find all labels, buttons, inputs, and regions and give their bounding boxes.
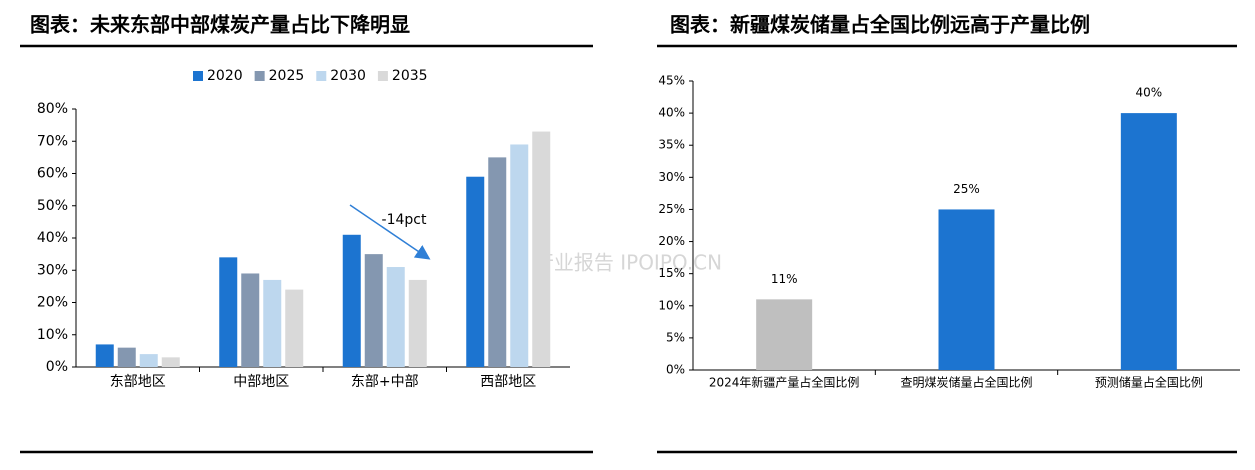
bar [386, 267, 405, 367]
legend-swatch [316, 71, 327, 81]
value-label: 11% [771, 272, 798, 286]
legend-label: 2035 [392, 68, 428, 84]
bar [263, 279, 282, 367]
bar [139, 354, 158, 367]
y-tick-label: 45% [658, 74, 685, 88]
y-tick-label: 20% [658, 234, 685, 248]
y-tick-label: 60% [37, 166, 68, 182]
y-tick-label: 20% [37, 295, 68, 311]
y-tick-label: 10% [658, 298, 685, 312]
bar [241, 273, 260, 367]
y-tick-label: 40% [37, 230, 68, 246]
bar [364, 254, 383, 367]
value-label: 25% [953, 182, 980, 196]
y-tick-label: 30% [37, 262, 68, 278]
bar [219, 257, 238, 367]
y-tick-label: 35% [658, 138, 685, 152]
y-tick-label: 0% [666, 363, 685, 377]
y-tick-label: 80% [37, 101, 68, 117]
bar [532, 131, 551, 367]
legend-label: 2020 [207, 68, 243, 84]
y-tick-label: 5% [666, 330, 685, 344]
y-tick-label: 15% [658, 266, 685, 280]
legend-label: 2025 [269, 68, 305, 84]
y-tick-label: 0% [46, 359, 68, 375]
y-tick-label: 10% [37, 327, 68, 343]
y-tick-label: 40% [658, 106, 685, 120]
annotation: -14pct [382, 212, 427, 228]
x-tick-label: 预测储量占全国比例 [1095, 375, 1203, 390]
x-tick-label: 东部+中部 [351, 374, 419, 390]
legend-swatch [193, 71, 203, 81]
bar [117, 347, 136, 367]
bar [342, 234, 361, 367]
bar [285, 289, 304, 367]
legend-swatch [377, 71, 388, 81]
value-label: 40% [1135, 86, 1162, 100]
y-tick-label: 30% [658, 170, 685, 184]
y-tick-label: 25% [658, 202, 685, 216]
x-tick-label: 东部地区 [110, 374, 166, 390]
x-tick-label: 查明煤炭储量占全国比例 [900, 375, 1032, 390]
bar [1120, 113, 1177, 370]
x-tick-label: 西部地区 [480, 374, 536, 390]
bar [488, 157, 507, 367]
chart-title: 图表：未来东部中部煤炭产量占比下降明显 [30, 13, 410, 37]
bar [95, 344, 114, 367]
y-tick-label: 50% [37, 198, 68, 214]
y-tick-label: 70% [37, 133, 68, 149]
chart-title: 图表：新疆煤炭储量占全国比例远高于产量比例 [670, 13, 1090, 37]
annotation-arrow [349, 204, 431, 260]
bar [161, 357, 180, 367]
bar [938, 209, 995, 370]
bar [408, 279, 427, 367]
bar [756, 299, 813, 370]
watermark: 行业报告 IPOIPO.CN [534, 251, 722, 275]
legend-label: 2030 [330, 68, 366, 84]
bar [466, 176, 485, 367]
x-tick-label: 中部地区 [233, 374, 289, 390]
legend-swatch [254, 71, 265, 81]
bar [510, 144, 529, 367]
x-tick-label: 2024年新疆产量占全国比例 [709, 375, 860, 390]
